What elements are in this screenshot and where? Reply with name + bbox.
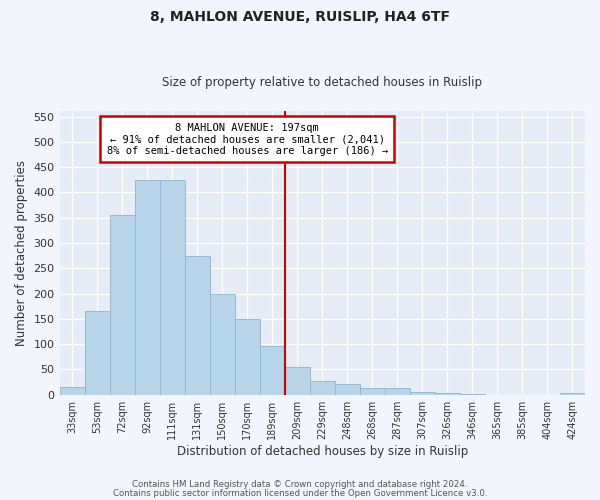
Bar [435, 393, 460, 394]
Bar [59, 387, 85, 394]
Bar [235, 319, 260, 394]
Text: 8 MAHLON AVENUE: 197sqm
← 91% of detached houses are smaller (2,041)
8% of semi-: 8 MAHLON AVENUE: 197sqm ← 91% of detache… [107, 122, 388, 156]
Text: Contains public sector information licensed under the Open Government Licence v3: Contains public sector information licen… [113, 489, 487, 498]
Bar [85, 312, 110, 394]
Bar [260, 346, 285, 395]
Bar [560, 393, 585, 394]
Bar [134, 180, 160, 394]
Bar [110, 215, 134, 394]
Text: Contains HM Land Registry data © Crown copyright and database right 2024.: Contains HM Land Registry data © Crown c… [132, 480, 468, 489]
Bar [310, 380, 335, 394]
Bar [385, 388, 410, 394]
Bar [285, 367, 310, 394]
Bar [160, 180, 185, 394]
Title: Size of property relative to detached houses in Ruislip: Size of property relative to detached ho… [162, 76, 482, 90]
Bar [360, 388, 385, 394]
Bar [185, 256, 209, 394]
Bar [410, 392, 435, 394]
Bar [335, 384, 360, 394]
X-axis label: Distribution of detached houses by size in Ruislip: Distribution of detached houses by size … [176, 444, 468, 458]
Bar [209, 294, 235, 394]
Y-axis label: Number of detached properties: Number of detached properties [15, 160, 28, 346]
Text: 8, MAHLON AVENUE, RUISLIP, HA4 6TF: 8, MAHLON AVENUE, RUISLIP, HA4 6TF [150, 10, 450, 24]
